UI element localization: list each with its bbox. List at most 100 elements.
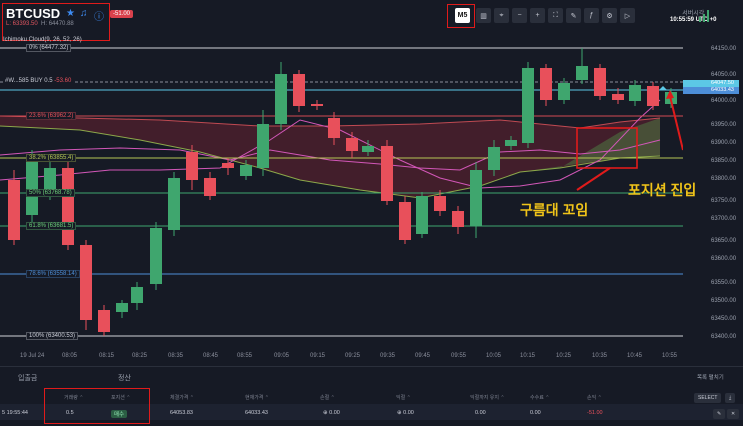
time-tick-label: 10:15 [520,353,536,359]
time-tick-label: 08:25 [132,353,148,359]
column-header[interactable]: 포지션 ⌃ [111,395,131,401]
info-icon[interactable]: ⓘ [94,12,104,23]
candle-body [131,287,143,303]
candle-body [558,83,570,100]
row-sl[interactable]: ⊕ 0.00 [323,410,340,416]
bell-icon[interactable]: ♫ [80,8,88,19]
candle-body [328,118,340,138]
time-tick-label: 08:35 [168,353,184,359]
ichimoku-cloud-green [520,118,660,172]
position-entry-annotation: 포지션 진입 [628,182,697,198]
candle-body [62,168,74,245]
price-tick-label: 63600.00 [711,256,737,262]
fib-level-label: 38.2% (63855.4) [26,154,77,162]
candle-body [311,104,323,106]
time-tick-label: 09:55 [451,353,467,359]
tab-deposit[interactable]: 입출금 [18,375,38,382]
ichimoku-label[interactable]: Ichimoku Cloud(9, 26, 52, 26) [3,37,82,43]
zoom-in-icon[interactable]: + [530,8,545,23]
table-row[interactable] [0,404,743,420]
time-tick-label: 08:05 [62,353,78,359]
candle-type-icon[interactable]: ▥ [476,8,491,23]
column-header[interactable]: 체결가격 ⌃ [170,395,194,401]
time-tick-label: 09:15 [310,353,326,359]
expand-list-label[interactable]: 목록 펼치기 [697,375,724,381]
price-tick-label: 63700.00 [711,216,737,222]
change-pill: -51.00 [110,10,134,18]
candle-body [293,74,305,106]
fib-level-label: 50% (63768.78) [26,189,75,197]
time-tick-label: 09:35 [380,353,396,359]
compare-icon[interactable]: ⌖ [494,8,509,23]
pencil-icon[interactable]: ✎ [566,8,581,23]
play-icon[interactable]: ▷ [620,8,635,23]
star-icon[interactable]: ★ [66,8,75,19]
timeframe-button[interactable]: M5 [455,8,470,23]
download-icon[interactable]: ⤓ [725,393,736,403]
price-tick-label: 64050.00 [711,72,737,78]
zoom-out-icon[interactable]: − [512,8,527,23]
column-header[interactable]: 익절까지 유지 ⌃ [470,395,505,401]
fullscreen-icon[interactable]: ⛶ [548,8,563,23]
candle-body [470,170,482,226]
formula-icon[interactable]: ƒ [584,8,599,23]
time-tick-label: 09:45 [415,353,431,359]
highlight-box-twist [576,127,638,169]
price-tick-label: 63650.00 [711,238,737,244]
row-tp[interactable]: ⊕ 0.00 [397,410,414,416]
server-clock: 서버시각 10:55:59 UTC +0 [670,11,717,23]
candle-body [257,124,269,168]
column-header[interactable]: 손절 ⌃ [320,395,335,401]
row-fee: 0.00 [530,410,541,416]
column-header[interactable]: 손익 ⌃ [587,395,602,401]
candle-body [522,68,534,143]
candle-body [186,152,198,180]
time-tick-label: 10:45 [627,353,643,359]
fib-level-label: 0% (64477.32) [26,44,72,52]
fib-level-label: 23.6% (63962.2) [26,112,77,120]
fib-level-label: 78.6% (63558.14) [26,270,80,278]
column-header[interactable]: 현재가격 ⌃ [245,395,269,401]
row-entry: 64053.83 [170,410,193,416]
edit-icon[interactable]: ✎ [713,409,726,419]
candle-body [434,196,446,211]
time-tick-label: 08:55 [237,353,253,359]
candle-body [8,180,20,240]
candle-body [505,140,517,146]
candle-body [381,146,393,201]
time-tick-label: 09:05 [274,353,290,359]
column-header[interactable]: 수수료 ⌃ [530,395,550,401]
tab-settlement[interactable]: 정산 [118,375,131,382]
price-chart[interactable]: 64150.00 64050.00 64000.00 63950.00 63900.00… [0,44,743,352]
candle-body [44,168,56,195]
symbol-title[interactable]: BTCUSD [6,6,61,21]
column-header[interactable]: 거래량 ⌃ [64,395,84,401]
column-header[interactable]: 익절 ⌃ [396,395,411,401]
candle-body [346,138,358,151]
candle-body [116,303,128,312]
signal-icon [699,10,709,22]
row-keep: 0.00 [475,410,486,416]
gear-icon[interactable]: ⚙ [602,8,617,23]
highlight-box-position [44,388,150,424]
time-tick-label: 08:15 [99,353,115,359]
close-icon[interactable]: ✕ [727,409,740,419]
price-tick-label: 63750.00 [711,198,737,204]
time-tick-label: 10:35 [592,353,608,359]
candle-body [647,86,659,106]
low-high-line: L: 63393.50 H: 64470.88 [6,21,74,27]
row-current: 64033.43 [245,410,268,416]
select-button[interactable]: SELECT [694,393,722,403]
ichimoku-cloud-red [0,116,660,198]
candle-body [399,202,411,240]
candle-body [488,147,500,170]
candle-body [222,163,234,168]
price-tick-label: 64150.00 [711,46,737,52]
time-tick-label: 10:05 [486,353,502,359]
candle-body [80,245,92,320]
highlight-box-timeframe [447,4,475,28]
position-line-label[interactable]: #W...585 BUY 0.5 -53.60 [3,78,74,84]
price-tick-label: 63850.00 [711,158,737,164]
cloud-twist-annotation: 구름대 꼬임 [520,202,589,218]
candle-body [275,74,287,124]
